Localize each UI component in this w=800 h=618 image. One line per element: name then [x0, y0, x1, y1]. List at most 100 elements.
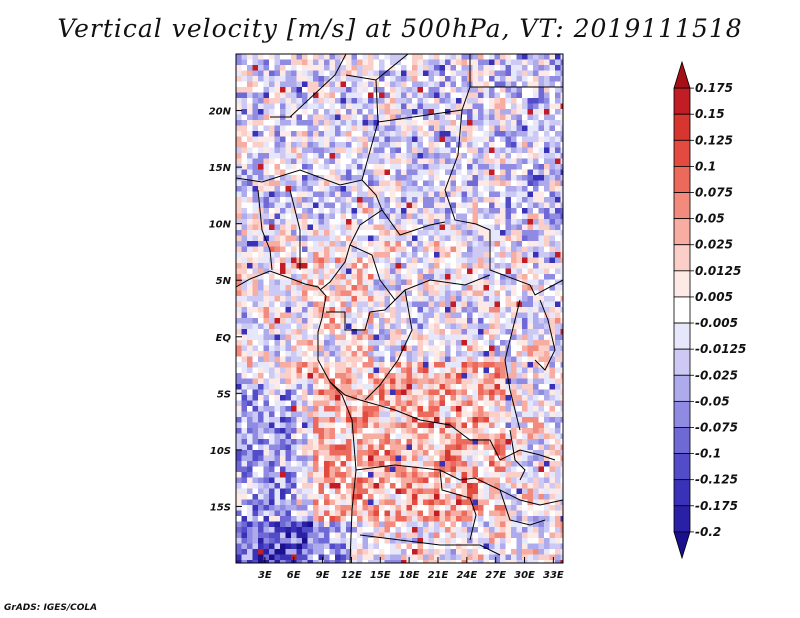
- field-cell: [428, 422, 435, 429]
- field-cell: [434, 59, 441, 66]
- field-cell: [423, 59, 430, 66]
- field-cell: [324, 483, 331, 490]
- field-cell: [417, 268, 424, 275]
- field-cell: [313, 213, 320, 220]
- field-cell: [549, 81, 556, 88]
- field-cell: [362, 367, 369, 374]
- field-cell: [516, 285, 523, 292]
- field-cell: [291, 499, 298, 506]
- field-cell: [483, 114, 490, 121]
- field-cell: [329, 389, 336, 396]
- field-cell: [472, 433, 479, 440]
- field-cell: [494, 356, 501, 363]
- field-cell: [483, 378, 490, 385]
- field-cell: [505, 98, 512, 105]
- field-cell: [417, 400, 424, 407]
- field-cell: [511, 307, 518, 314]
- field-cell: [313, 296, 320, 303]
- field-cell: [362, 92, 369, 99]
- field-cell: [472, 279, 479, 286]
- field-cell: [439, 175, 446, 182]
- field-cell: [390, 373, 397, 380]
- field-cell: [478, 483, 485, 490]
- field-cell: [527, 367, 534, 374]
- field-cell: [522, 175, 529, 182]
- field-cell: [439, 268, 446, 275]
- field-cell: [252, 428, 259, 435]
- field-cell: [313, 164, 320, 171]
- field-cell: [401, 180, 408, 187]
- field-cell: [417, 351, 424, 358]
- field-cell: [351, 120, 358, 127]
- field-cell: [516, 477, 523, 484]
- field-cell: [241, 274, 248, 281]
- field-cell: [417, 87, 424, 94]
- field-cell: [406, 494, 413, 501]
- field-cell: [489, 136, 496, 143]
- field-cell: [252, 120, 259, 127]
- field-cell: [318, 153, 325, 160]
- field-cell: [313, 169, 320, 176]
- field-cell: [505, 164, 512, 171]
- field-cell: [439, 59, 446, 66]
- field-cell: [511, 345, 518, 352]
- field-cell: [439, 153, 446, 160]
- field-cell: [522, 439, 529, 446]
- field-cell: [527, 197, 534, 204]
- field-cell: [285, 417, 292, 424]
- field-cell: [285, 428, 292, 435]
- field-cell: [555, 290, 562, 297]
- field-cell: [384, 499, 391, 506]
- field-cell: [318, 213, 325, 220]
- field-cell: [467, 406, 474, 413]
- field-cell: [307, 395, 314, 402]
- field-cell: [445, 120, 452, 127]
- field-cell: [285, 444, 292, 451]
- field-cell: [472, 76, 479, 83]
- field-cell: [450, 499, 457, 506]
- field-cell: [395, 54, 402, 61]
- field-cell: [406, 334, 413, 341]
- field-cell: [373, 307, 380, 314]
- field-cell: [346, 252, 353, 259]
- field-cell: [280, 169, 287, 176]
- field-cell: [263, 158, 270, 165]
- field-cell: [401, 312, 408, 319]
- field-cell: [329, 54, 336, 61]
- field-cell: [351, 488, 358, 495]
- field-cell: [423, 285, 430, 292]
- field-cell: [368, 340, 375, 347]
- field-cell: [522, 131, 529, 138]
- field-cell: [247, 136, 254, 143]
- field-cell: [307, 384, 314, 391]
- field-cell: [285, 257, 292, 264]
- field-cell: [340, 373, 347, 380]
- field-cell: [445, 290, 452, 297]
- field-cell: [351, 345, 358, 352]
- field-cell: [533, 307, 540, 314]
- field-cell: [478, 175, 485, 182]
- field-cell: [307, 329, 314, 336]
- field-cell: [324, 356, 331, 363]
- field-cell: [412, 241, 419, 248]
- field-cell: [483, 499, 490, 506]
- field-cell: [291, 455, 298, 462]
- field-cell: [384, 345, 391, 352]
- field-cell: [247, 499, 254, 506]
- field-cell: [423, 70, 430, 77]
- field-cell: [461, 505, 468, 512]
- field-cell: [445, 422, 452, 429]
- field-cell: [395, 263, 402, 270]
- field-cell: [456, 120, 463, 127]
- field-cell: [533, 142, 540, 149]
- field-cell: [280, 351, 287, 358]
- field-cell: [461, 224, 468, 231]
- field-cell: [379, 455, 386, 462]
- field-cell: [236, 208, 243, 215]
- field-cell: [560, 301, 563, 308]
- field-cell: [423, 340, 430, 347]
- field-cell: [522, 59, 529, 66]
- field-cell: [296, 472, 303, 479]
- field-cell: [483, 54, 490, 61]
- field-cell: [483, 208, 490, 215]
